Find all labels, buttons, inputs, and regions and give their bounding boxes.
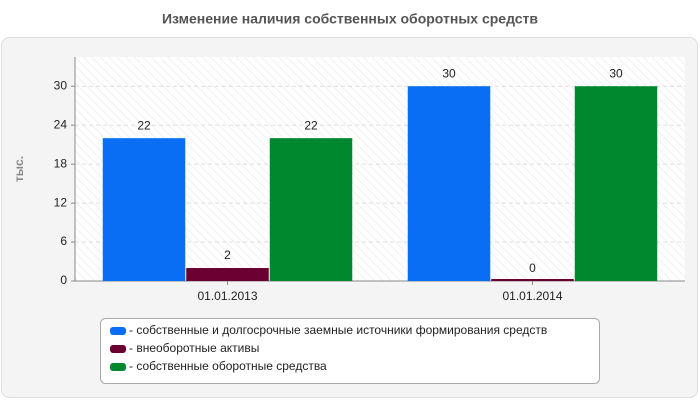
x-tick-label: 01.01.2014 [502, 289, 562, 303]
legend [100, 318, 600, 384]
data-label: 30 [442, 66, 456, 80]
bar [407, 86, 491, 281]
y-tick-label: 18 [54, 156, 68, 170]
y-tick-label: 6 [60, 234, 67, 248]
data-label: 30 [609, 66, 623, 80]
bar [574, 86, 658, 281]
bar [102, 138, 186, 281]
x-tick-label: 01.01.2013 [197, 289, 257, 303]
legend-swatch [110, 363, 126, 371]
legend-label: - собственные оборотные средства [129, 359, 327, 373]
legend-label: - внеоборотные активы [129, 341, 259, 355]
y-tick-label: 0 [60, 273, 67, 287]
legend-label: - собственные и долгосрочные заемные ист… [129, 323, 547, 337]
legend-swatch [110, 345, 126, 353]
data-label: 22 [304, 118, 318, 132]
data-label: 22 [137, 118, 151, 132]
y-tick-label: 24 [54, 117, 68, 131]
legend-swatch [110, 327, 126, 335]
bar [269, 138, 353, 281]
y-tick-label: 30 [54, 78, 68, 92]
y-tick-label: 12 [54, 195, 68, 209]
data-label: 0 [529, 261, 536, 275]
bar [186, 268, 269, 281]
chart-title: Изменение наличия собственных оборотных … [162, 11, 538, 27]
y-axis-label: тыс. [12, 156, 26, 182]
data-label: 2 [224, 248, 231, 262]
bar [491, 279, 574, 281]
